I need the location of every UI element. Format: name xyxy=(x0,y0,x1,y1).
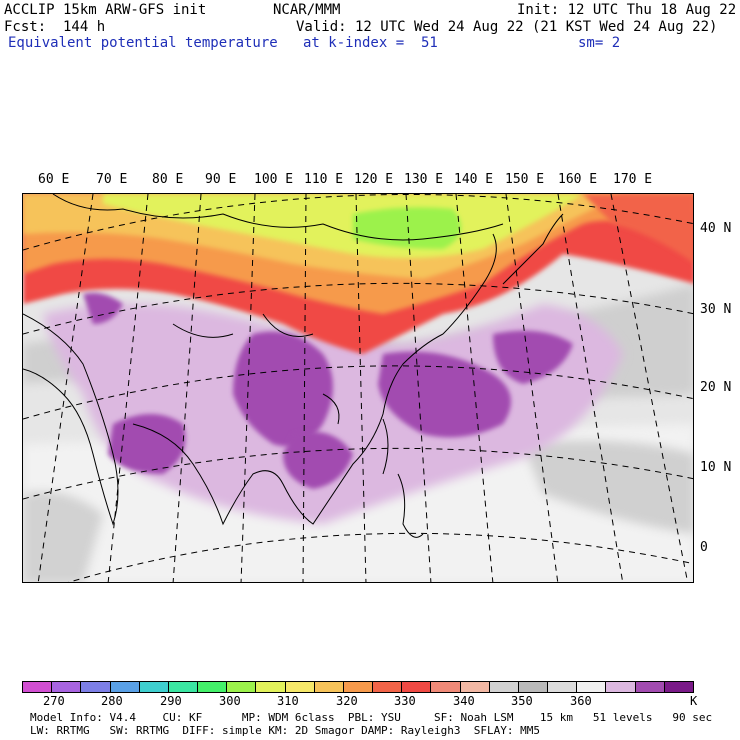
colorbar-swatch xyxy=(489,682,519,692)
lon-label: 160 E xyxy=(558,172,598,187)
colorbar xyxy=(22,681,694,693)
lat-label: 20 N xyxy=(700,380,732,395)
model-info-line1: Model Info: V4.4 CU: KF MP: WDM 6class P… xyxy=(30,711,713,724)
valid-time: Valid: 12 UTC Wed 24 Aug 22 (21 KST Wed … xyxy=(296,19,718,35)
colorbar-swatch xyxy=(110,682,140,692)
lon-label: 120 E xyxy=(354,172,394,187)
lon-label: 90 E xyxy=(205,172,237,187)
colorbar-swatch xyxy=(606,682,636,692)
map-panel xyxy=(22,193,694,583)
colorbar-tick-label: 350 xyxy=(511,694,533,708)
colorbar-swatch xyxy=(373,682,403,692)
colorbar-swatch xyxy=(548,682,578,692)
colorbar-swatch xyxy=(577,682,607,692)
colorbar-swatch xyxy=(139,682,169,692)
colorbar-tick-label: 270 xyxy=(43,694,65,708)
colorbar-swatch xyxy=(285,682,315,692)
lat-label: 40 N xyxy=(700,221,732,236)
colorbar-swatch xyxy=(460,682,490,692)
lon-label: 140 E xyxy=(454,172,494,187)
colorbar-tick-label: 340 xyxy=(453,694,475,708)
lon-label: 150 E xyxy=(505,172,545,187)
init-time: Init: 12 UTC Thu 18 Aug 22 xyxy=(517,2,737,18)
smoothing-label: sm= 2 xyxy=(578,35,621,51)
lon-label: 100 E xyxy=(254,172,294,187)
lat-label: 30 N xyxy=(700,302,732,317)
colorbar-tick-label: 280 xyxy=(101,694,123,708)
colorbar-swatch xyxy=(81,682,111,692)
lon-label: 70 E xyxy=(96,172,128,187)
colorbar-unit: K xyxy=(690,694,698,708)
field-name: Equivalent potential temperature xyxy=(8,35,278,51)
colorbar-tick-label: 300 xyxy=(219,694,241,708)
org-label: NCAR/MMM xyxy=(273,2,341,18)
lat-label: 0 xyxy=(700,540,708,555)
colorbar-tick-label: 320 xyxy=(336,694,358,708)
colorbar-tick-label: 330 xyxy=(394,694,416,708)
forecast-hour: Fcst: 144 h xyxy=(4,19,106,35)
lon-label: 80 E xyxy=(152,172,184,187)
colorbar-swatch xyxy=(227,682,257,692)
colorbar-swatch xyxy=(256,682,286,692)
model-info-line2: LW: RRTMG SW: RRTMG DIFF: simple KM: 2D … xyxy=(30,724,540,737)
colorbar-swatch xyxy=(52,682,82,692)
colorbar-swatch xyxy=(664,682,693,692)
lon-label: 130 E xyxy=(404,172,444,187)
colorbar-swatch xyxy=(635,682,665,692)
lon-label: 170 E xyxy=(613,172,653,187)
model-title: ACCLIP 15km ARW-GFS init xyxy=(4,2,207,18)
level-label: at k-index = 51 xyxy=(303,35,438,51)
colorbar-swatch xyxy=(168,682,199,692)
colorbar-swatch xyxy=(198,682,228,692)
colorbar-tick-label: 290 xyxy=(160,694,182,708)
colorbar-tick-label: 360 xyxy=(570,694,592,708)
lat-label: 10 N xyxy=(700,460,732,475)
colorbar-swatch xyxy=(314,682,344,692)
colorbar-tick-label: 310 xyxy=(277,694,299,708)
colorbar-swatch xyxy=(402,682,432,692)
colorbar-swatch xyxy=(431,682,461,692)
theta-e-field-map xyxy=(23,194,693,582)
lon-label: 60 E xyxy=(38,172,70,187)
lon-label: 110 E xyxy=(304,172,344,187)
colorbar-swatch xyxy=(518,682,549,692)
colorbar-swatch xyxy=(343,682,374,692)
colorbar-swatch xyxy=(23,682,53,692)
